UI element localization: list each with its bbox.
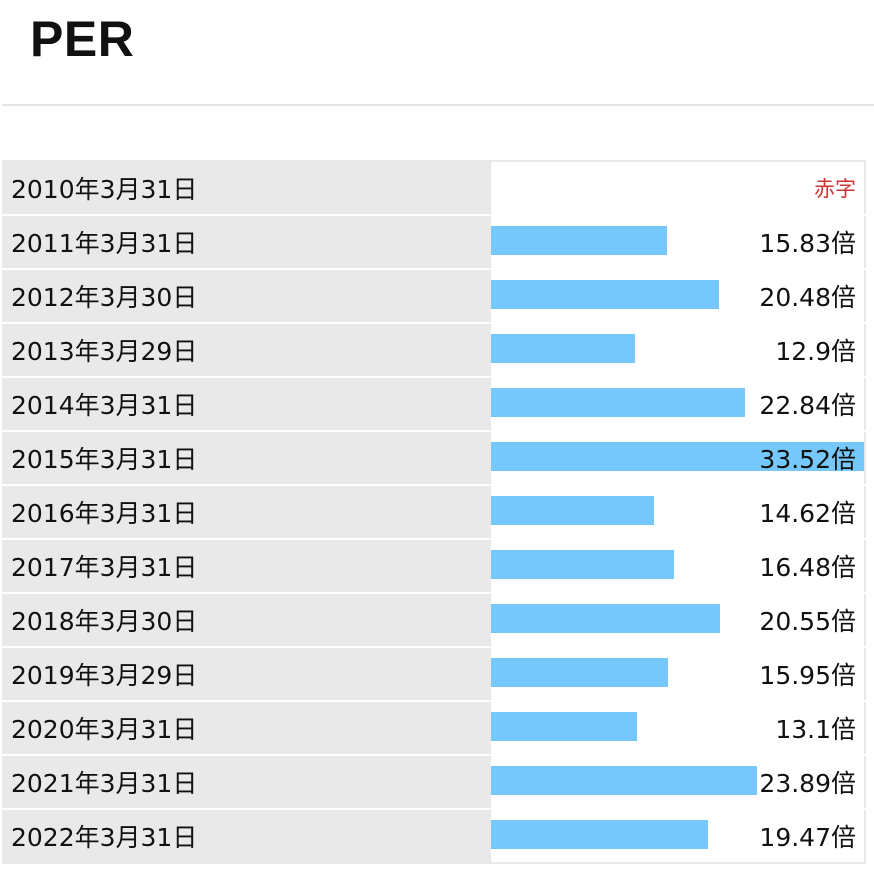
table-row: 2022年3月31日 19.47倍: [2, 810, 866, 862]
value-cell: 赤字: [491, 162, 866, 214]
date-label: 2021年3月31日: [2, 756, 491, 808]
value-label: 14.62倍: [759, 499, 856, 528]
per-bar: [491, 334, 635, 363]
date-label: 2017年3月31日: [2, 540, 491, 592]
value-cell: 23.89倍: [491, 756, 866, 808]
table-row: 2012年3月30日 20.48倍: [2, 270, 866, 324]
table-row: 2021年3月31日 23.89倍: [2, 756, 866, 810]
table-row: 2010年3月31日 赤字: [2, 162, 866, 216]
table-row: 2019年3月29日 15.95倍: [2, 648, 866, 702]
value-cell: 16.48倍: [491, 540, 866, 592]
per-bar: [491, 712, 637, 741]
table-row: 2017年3月31日 16.48倍: [2, 540, 866, 594]
value-label: 20.48倍: [759, 283, 856, 312]
value-label: 33.52倍: [759, 445, 856, 474]
value-cell: 20.48倍: [491, 270, 866, 322]
date-label: 2012年3月30日: [2, 270, 491, 322]
per-bar: [491, 280, 719, 309]
date-label: 2019年3月29日: [2, 648, 491, 700]
value-cell: 12.9倍: [491, 324, 866, 376]
table-row: 2016年3月31日 14.62倍: [2, 486, 866, 540]
value-cell: 15.83倍: [491, 216, 866, 268]
title-divider: [2, 104, 874, 106]
value-label: 19.47倍: [759, 823, 856, 852]
value-cell: 22.84倍: [491, 378, 866, 430]
value-cell: 14.62倍: [491, 486, 866, 538]
value-label: 23.89倍: [759, 769, 856, 798]
value-cell: 20.55倍: [491, 594, 866, 646]
date-label: 2016年3月31日: [2, 486, 491, 538]
value-label: 13.1倍: [775, 715, 856, 744]
date-label: 2013年3月29日: [2, 324, 491, 376]
per-bar: [491, 658, 668, 687]
per-bar: [491, 388, 745, 417]
value-cell: 33.52倍: [491, 432, 866, 484]
value-label: 20.55倍: [759, 607, 856, 636]
per-bar: [491, 820, 708, 849]
date-label: 2018年3月30日: [2, 594, 491, 646]
date-label: 2010年3月31日: [2, 162, 491, 214]
per-bar: [491, 226, 667, 255]
value-cell: 13.1倍: [491, 702, 866, 754]
date-label: 2015年3月31日: [2, 432, 491, 484]
value-label: 15.83倍: [759, 229, 856, 258]
deficit-label: 赤字: [814, 177, 856, 201]
per-bar: [491, 604, 720, 633]
date-label: 2020年3月31日: [2, 702, 491, 754]
date-label: 2022年3月31日: [2, 810, 491, 862]
value-cell: 15.95倍: [491, 648, 866, 700]
per-bar: [491, 766, 757, 795]
table-row: 2018年3月30日 20.55倍: [2, 594, 866, 648]
value-label: 12.9倍: [775, 337, 856, 366]
date-label: 2014年3月31日: [2, 378, 491, 430]
per-bar: [491, 442, 864, 471]
per-bar: [491, 496, 654, 525]
per-bar: [491, 550, 674, 579]
value-cell: 19.47倍: [491, 810, 866, 862]
value-label: 16.48倍: [759, 553, 856, 582]
table-row: 2014年3月31日 22.84倍: [2, 378, 866, 432]
value-label: 22.84倍: [759, 391, 856, 420]
table-row: 2011年3月31日 15.83倍: [2, 216, 866, 270]
per-bar-table: 2010年3月31日 赤字 2011年3月31日 15.83倍 2012年3月30日 20…: [2, 160, 866, 864]
page-title: PER: [30, 11, 135, 67]
table-row: 2020年3月31日 13.1倍: [2, 702, 866, 756]
value-label: 15.95倍: [759, 661, 856, 690]
table-row: 2013年3月29日 12.9倍: [2, 324, 866, 378]
table-row: 2015年3月31日 33.52倍: [2, 432, 866, 486]
date-label: 2011年3月31日: [2, 216, 491, 268]
